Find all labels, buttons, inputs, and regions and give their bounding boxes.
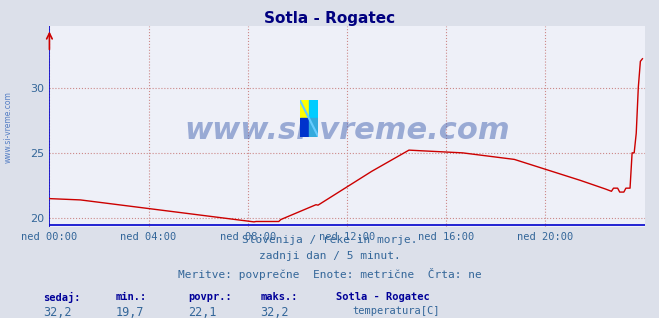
Text: Sotla - Rogatec: Sotla - Rogatec [336,292,430,302]
Text: 19,7: 19,7 [115,306,144,318]
Text: www.si-vreme.com: www.si-vreme.com [184,116,510,145]
Text: temperatura[C]: temperatura[C] [353,306,440,316]
Text: sedaj:: sedaj: [43,292,80,303]
Bar [309,100,318,119]
Text: Sotla - Rogatec: Sotla - Rogatec [264,11,395,26]
Bar [309,119,318,137]
Text: 22,1: 22,1 [188,306,216,318]
Bar [300,119,309,137]
Bar [300,100,309,119]
Text: 32,2: 32,2 [260,306,289,318]
Text: Slovenija / reke in morje.: Slovenija / reke in morje. [242,235,417,245]
Text: min.:: min.: [115,292,146,302]
Text: povpr.:: povpr.: [188,292,231,302]
Text: 32,2: 32,2 [43,306,71,318]
Text: zadnji dan / 5 minut.: zadnji dan / 5 minut. [258,251,401,261]
Text: Meritve: povprečne  Enote: metrične  Črta: ne: Meritve: povprečne Enote: metrične Črta:… [178,268,481,280]
Text: www.si-vreme.com: www.si-vreme.com [3,91,13,163]
Text: maks.:: maks.: [260,292,298,302]
